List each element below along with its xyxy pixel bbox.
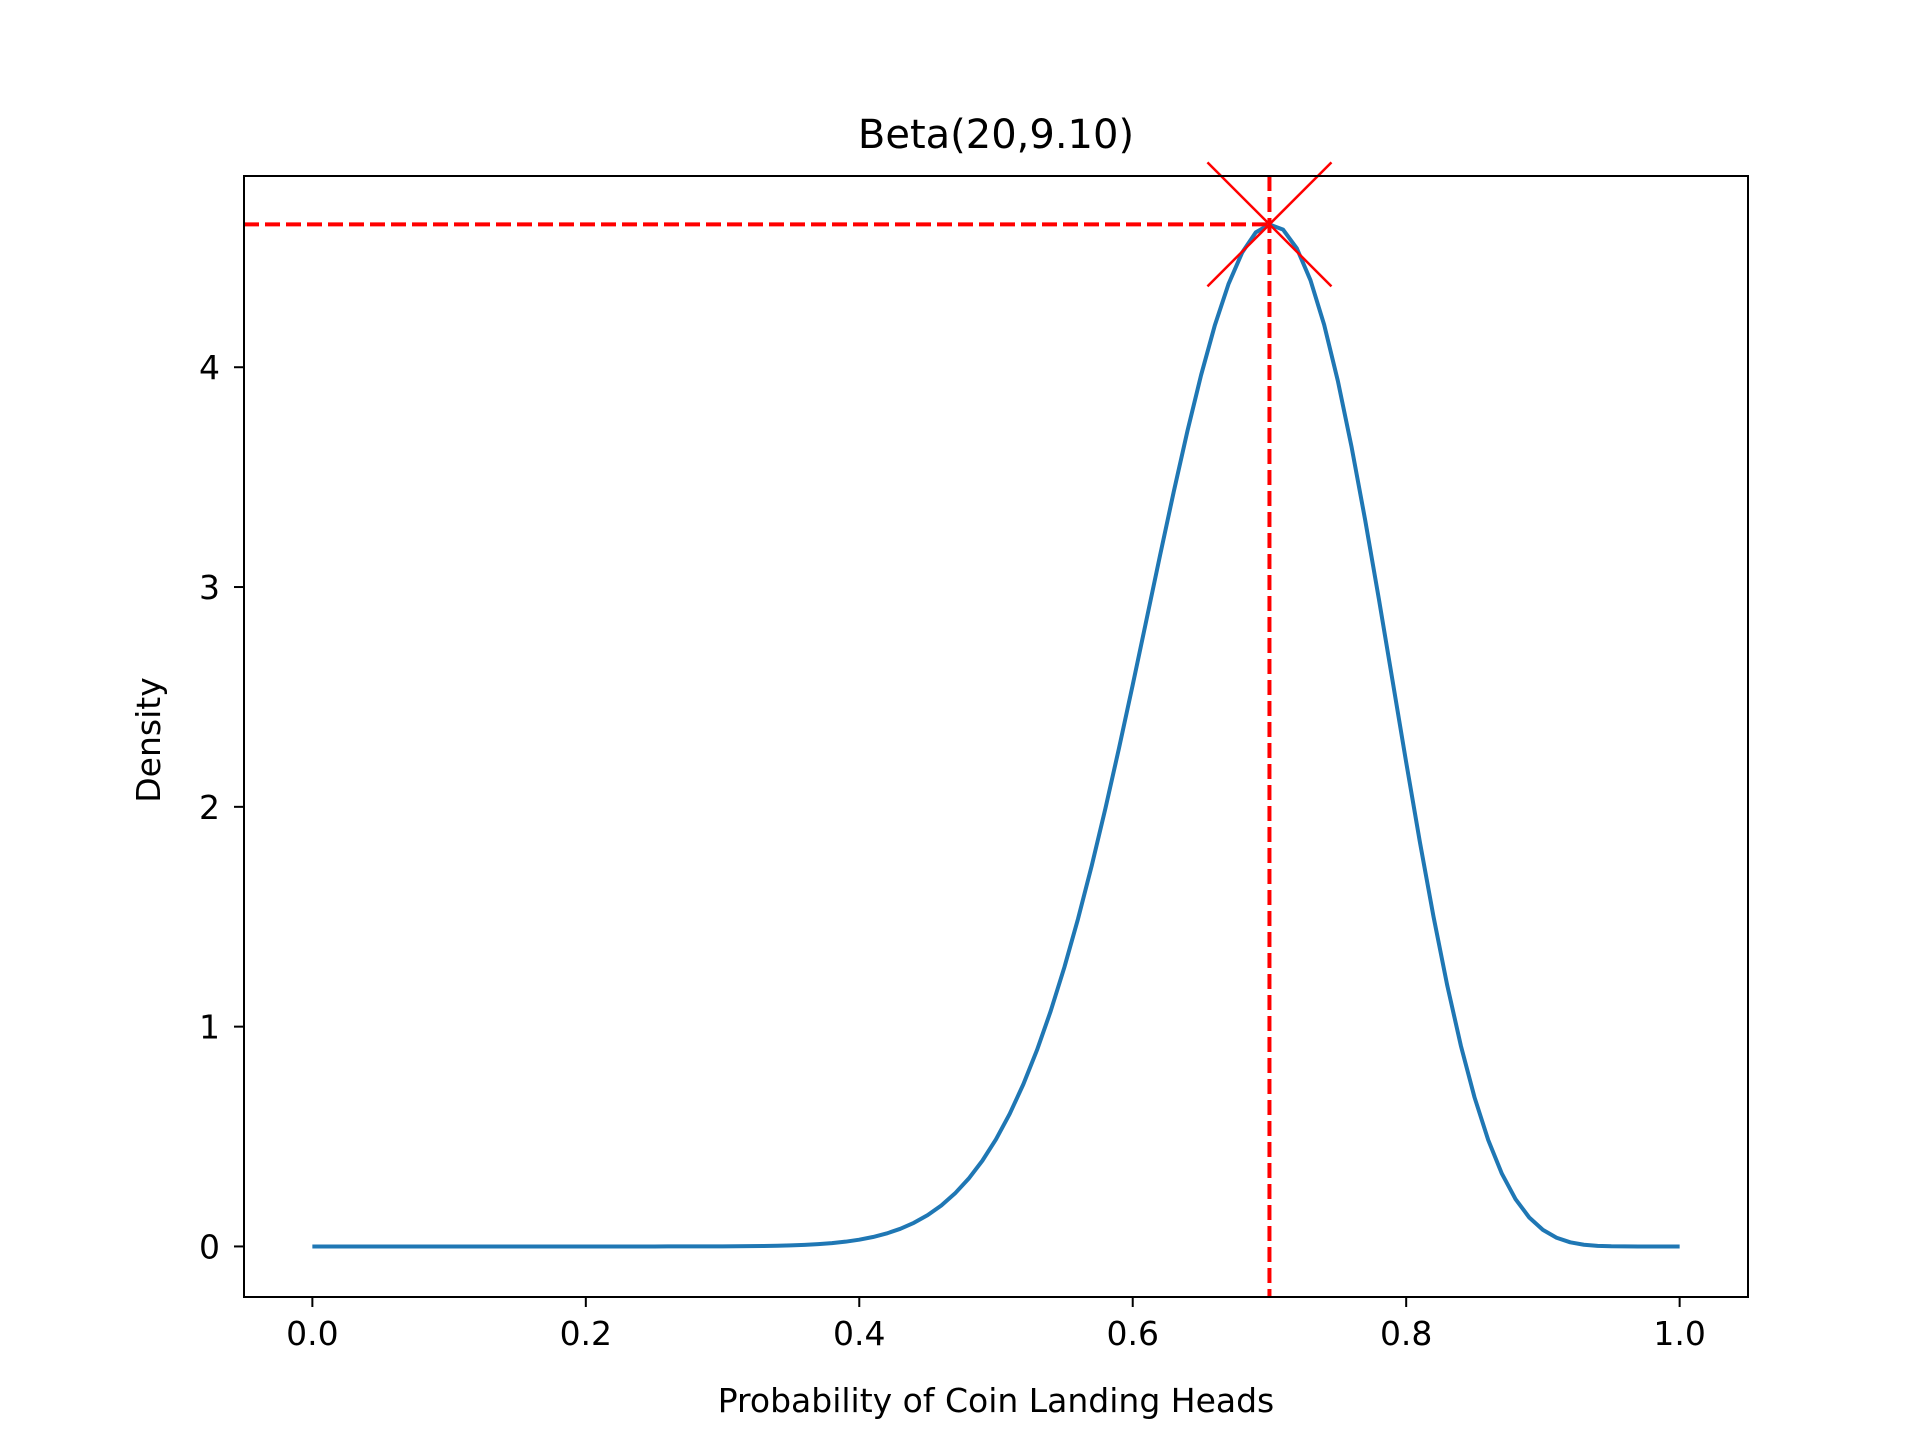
peak-marker-group xyxy=(1206,161,1333,288)
x-tick-label: 0.0 xyxy=(286,1314,338,1353)
y-tick-label: 1 xyxy=(199,1008,220,1047)
y-tick-label: 3 xyxy=(199,568,220,607)
axes-frame xyxy=(243,175,1749,1298)
y-axis-ticks: 0 1 2 3 4 xyxy=(199,348,244,1266)
plot-area xyxy=(312,222,1680,1249)
y-axis-label: Density xyxy=(129,677,168,802)
reference-lines xyxy=(244,176,1272,1297)
x-tick-label: 1.0 xyxy=(1653,1314,1705,1353)
x-tick-label: 0.8 xyxy=(1380,1314,1432,1353)
series-line-0 xyxy=(312,222,1680,1249)
peak-marker xyxy=(1206,161,1333,288)
x-tick-label: 0.6 xyxy=(1106,1314,1158,1353)
y-tick-label: 2 xyxy=(199,788,220,827)
x-axis-ticks: 0.0 0.2 0.4 0.6 0.8 1.0 xyxy=(286,1297,1706,1353)
y-tick-label: 4 xyxy=(199,348,220,387)
x-axis-label: Probability of Coin Landing Heads xyxy=(718,1381,1275,1420)
x-tick-label: 0.2 xyxy=(560,1314,612,1353)
y-tick-label: 0 xyxy=(199,1227,220,1266)
chart-title: Beta(20,9.10) xyxy=(858,112,1134,158)
x-tick-label: 0.4 xyxy=(833,1314,885,1353)
